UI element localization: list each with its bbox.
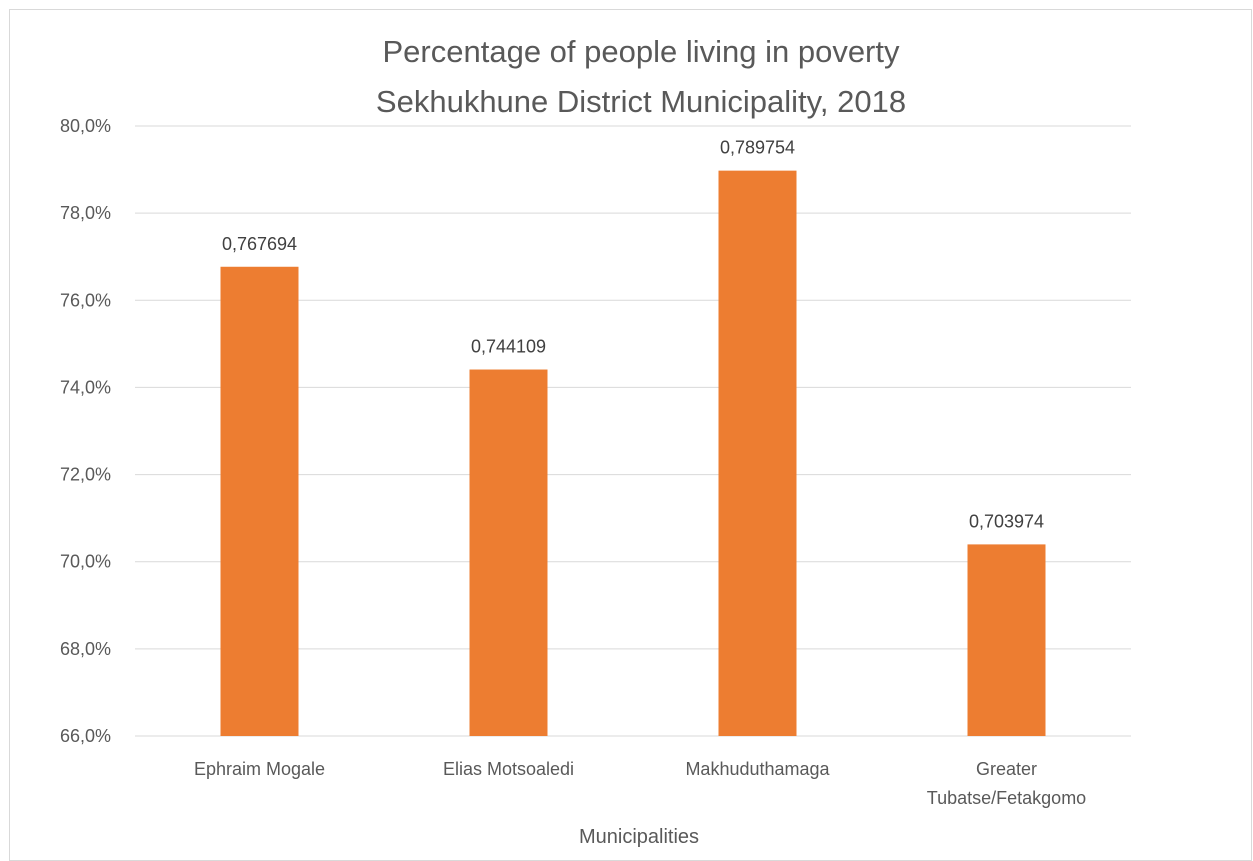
x-axis-category-labels: Ephraim Mogale Elias Motsoaledi Makhudutha… xyxy=(194,759,1086,808)
chart-title-line: Sekhukhune District Municipality, 2018 xyxy=(376,84,906,119)
data-label: 0,789754 xyxy=(720,138,795,158)
y-tick-label: 76,0% xyxy=(60,290,111,310)
x-tick-label: Tubatse/Fetakgomo xyxy=(927,788,1086,808)
y-tick-label: 68,0% xyxy=(60,639,111,659)
data-label: 0,703974 xyxy=(969,511,1044,531)
chart-title-line: Percentage of people living in poverty xyxy=(383,34,900,69)
y-tick-label: 74,0% xyxy=(60,377,111,397)
bars xyxy=(220,170,1046,736)
y-tick-label: 66,0% xyxy=(60,726,111,746)
bar xyxy=(718,170,797,736)
y-tick-label: 72,0% xyxy=(60,465,111,485)
y-tick-label: 78,0% xyxy=(60,203,111,223)
y-tick-label: 80,0% xyxy=(60,116,111,136)
gridlines xyxy=(135,125,1131,737)
x-axis-title: Municipalities xyxy=(579,826,699,848)
data-label: 0,744109 xyxy=(471,337,546,357)
data-labels: 0,767694 0,744109 0,789754 0,703974 xyxy=(222,138,1044,532)
x-tick-label: Elias Motsoaledi xyxy=(443,759,574,779)
y-tick-label: 70,0% xyxy=(60,552,111,572)
bar xyxy=(469,369,548,736)
bar xyxy=(967,544,1046,736)
chart-title: Percentage of people living in poverty Se… xyxy=(376,34,906,119)
x-tick-label: Greater xyxy=(976,759,1037,779)
data-label: 0,767694 xyxy=(222,234,297,254)
bar xyxy=(220,266,299,736)
x-tick-label: Ephraim Mogale xyxy=(194,759,325,779)
x-tick-label: Makhuduthamaga xyxy=(685,759,830,779)
y-axis-tick-labels: 66,0% 68,0% 70,0% 72,0% 74,0% 76,0% 78,0% 80,0% xyxy=(60,116,111,746)
